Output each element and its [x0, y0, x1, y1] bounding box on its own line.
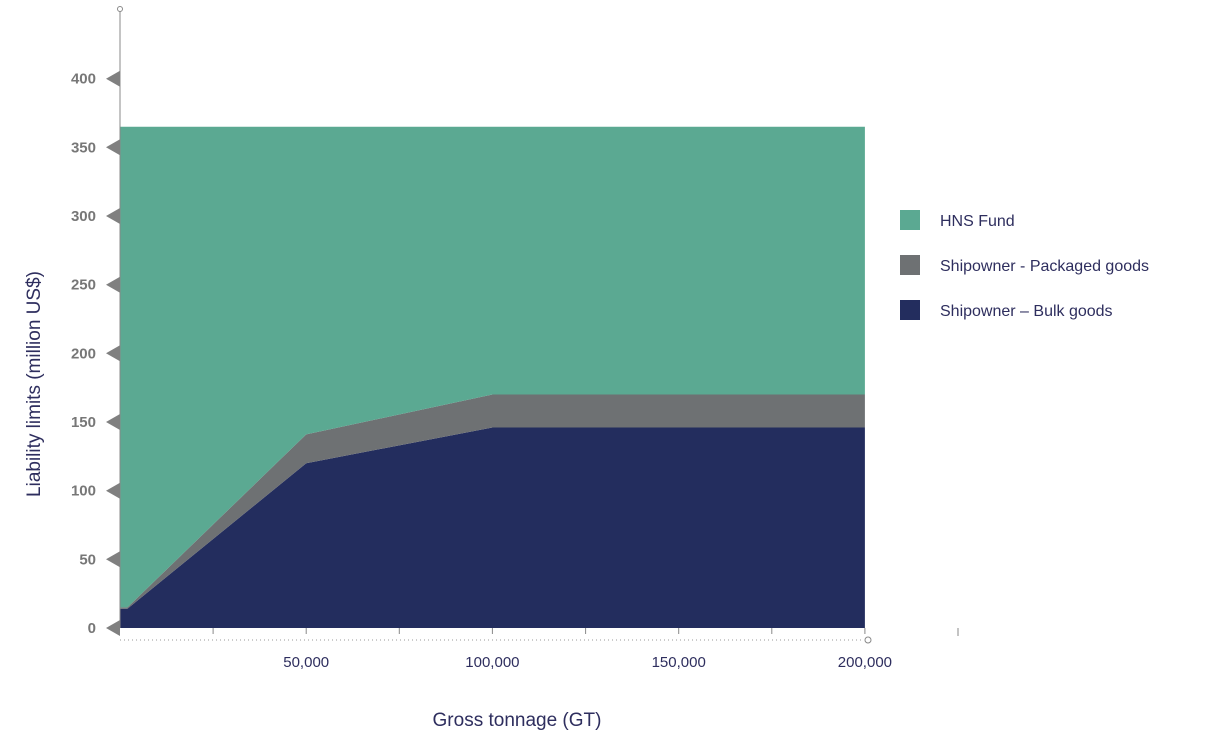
y-ticks: 0 50 100 150 200 250 300 350 400	[71, 70, 120, 637]
y-tick-label: 250	[71, 277, 96, 294]
area-series-2	[120, 126, 865, 608]
stacked-areas	[120, 126, 865, 628]
y-tick-marker	[106, 551, 120, 568]
y-tick-label: 50	[79, 551, 96, 568]
y-tick-label: 350	[71, 139, 96, 156]
y-tick-marker	[106, 208, 120, 224]
legend-label: Shipowner – Bulk goods	[940, 303, 1113, 320]
legend-swatch	[900, 210, 920, 230]
legend: HNS Fund Shipowner - Packaged goods Shipow…	[900, 210, 1149, 320]
y-tick-marker	[106, 70, 120, 87]
legend-swatch	[900, 255, 920, 275]
y-tick-label: 200	[71, 345, 96, 362]
y-tick-marker	[106, 345, 120, 362]
axes	[117, 6, 959, 644]
x-axis-title: Gross tonnage (GT)	[433, 710, 602, 731]
x-tick-label: 200,000	[838, 654, 892, 671]
y-axis-end-marker	[117, 6, 123, 12]
y-tick-marker	[106, 482, 120, 499]
y-axis-title: Liability limits (million US$)	[24, 271, 45, 497]
y-tick-marker	[106, 139, 120, 156]
legend-label: HNS Fund	[940, 213, 1015, 230]
y-tick-marker	[106, 620, 120, 636]
y-tick-label: 400	[71, 71, 96, 88]
x-axis-end-marker	[864, 636, 872, 644]
x-tick-label: 100,000	[465, 654, 519, 671]
area-series-0	[120, 427, 865, 628]
y-tick-label: 100	[71, 483, 96, 500]
legend-swatch	[900, 300, 920, 320]
x-tick-label: 50,000	[283, 654, 329, 671]
legend-label: Shipowner - Packaged goods	[940, 258, 1149, 275]
x-tick-label: 150,000	[652, 654, 706, 671]
y-tick-label: 300	[71, 208, 96, 225]
y-tick-label: 0	[88, 620, 96, 637]
area-series-1	[120, 394, 865, 609]
y-tick-label: 150	[71, 414, 96, 431]
y-tick-marker	[106, 414, 120, 430]
x-ticks: 50,000 100,000 150,000 200,000	[212, 628, 892, 671]
y-tick-marker	[106, 276, 120, 293]
